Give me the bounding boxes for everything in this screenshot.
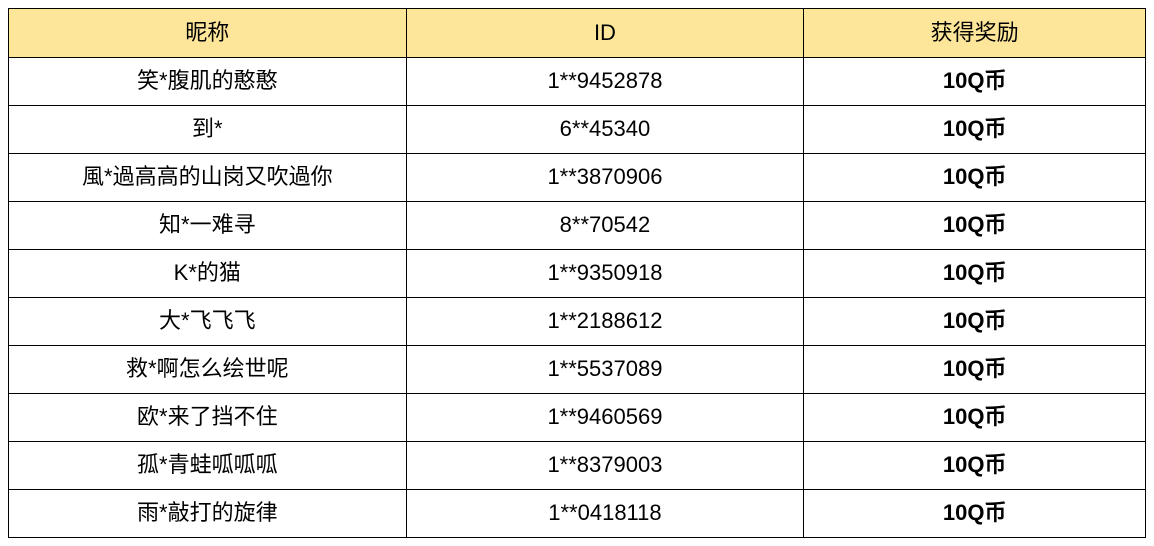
cell-nickname: 到* bbox=[9, 106, 407, 154]
rewards-table: 昵称 ID 获得奖励 笑*腹肌的憨憨 1**9452878 10Q币 到* 6*… bbox=[8, 8, 1146, 538]
cell-id: 1**0418118 bbox=[406, 490, 804, 538]
table-body: 笑*腹肌的憨憨 1**9452878 10Q币 到* 6**45340 10Q币… bbox=[9, 58, 1146, 538]
cell-reward: 10Q币 bbox=[804, 250, 1146, 298]
table-row: K*的猫 1**9350918 10Q币 bbox=[9, 250, 1146, 298]
cell-reward: 10Q币 bbox=[804, 394, 1146, 442]
cell-reward: 10Q币 bbox=[804, 346, 1146, 394]
cell-reward: 10Q币 bbox=[804, 298, 1146, 346]
cell-id: 1**8379003 bbox=[406, 442, 804, 490]
column-header-id: ID bbox=[406, 9, 804, 58]
cell-nickname: 孤*青蛙呱呱呱 bbox=[9, 442, 407, 490]
cell-reward: 10Q币 bbox=[804, 442, 1146, 490]
cell-reward: 10Q币 bbox=[804, 202, 1146, 250]
table-row: 笑*腹肌的憨憨 1**9452878 10Q币 bbox=[9, 58, 1146, 106]
column-header-nickname: 昵称 bbox=[9, 9, 407, 58]
table-row: 救*啊怎么绘世呢 1**5537089 10Q币 bbox=[9, 346, 1146, 394]
cell-nickname: 風*過高高的山岗又吹過你 bbox=[9, 154, 407, 202]
cell-nickname: 笑*腹肌的憨憨 bbox=[9, 58, 407, 106]
cell-id: 1**9452878 bbox=[406, 58, 804, 106]
cell-reward: 10Q币 bbox=[804, 154, 1146, 202]
table-row: 知*一难寻 8**70542 10Q币 bbox=[9, 202, 1146, 250]
cell-id: 8**70542 bbox=[406, 202, 804, 250]
cell-id: 1**3870906 bbox=[406, 154, 804, 202]
table-row: 大*飞飞飞 1**2188612 10Q币 bbox=[9, 298, 1146, 346]
header-row: 昵称 ID 获得奖励 bbox=[9, 9, 1146, 58]
cell-id: 1**9350918 bbox=[406, 250, 804, 298]
cell-nickname: 救*啊怎么绘世呢 bbox=[9, 346, 407, 394]
table-row: 孤*青蛙呱呱呱 1**8379003 10Q币 bbox=[9, 442, 1146, 490]
cell-reward: 10Q币 bbox=[804, 58, 1146, 106]
cell-id: 1**5537089 bbox=[406, 346, 804, 394]
cell-nickname: 雨*敲打的旋律 bbox=[9, 490, 407, 538]
cell-id: 1**2188612 bbox=[406, 298, 804, 346]
cell-nickname: 欧*来了挡不住 bbox=[9, 394, 407, 442]
table-header: 昵称 ID 获得奖励 bbox=[9, 9, 1146, 58]
cell-reward: 10Q币 bbox=[804, 106, 1146, 154]
table-row: 雨*敲打的旋律 1**0418118 10Q币 bbox=[9, 490, 1146, 538]
cell-nickname: 知*一难寻 bbox=[9, 202, 407, 250]
cell-nickname: 大*飞飞飞 bbox=[9, 298, 407, 346]
table-row: 風*過高高的山岗又吹過你 1**3870906 10Q币 bbox=[9, 154, 1146, 202]
table-row: 到* 6**45340 10Q币 bbox=[9, 106, 1146, 154]
cell-id: 6**45340 bbox=[406, 106, 804, 154]
column-header-reward: 获得奖励 bbox=[804, 9, 1146, 58]
cell-id: 1**9460569 bbox=[406, 394, 804, 442]
table-row: 欧*来了挡不住 1**9460569 10Q币 bbox=[9, 394, 1146, 442]
cell-reward: 10Q币 bbox=[804, 490, 1146, 538]
cell-nickname: K*的猫 bbox=[9, 250, 407, 298]
